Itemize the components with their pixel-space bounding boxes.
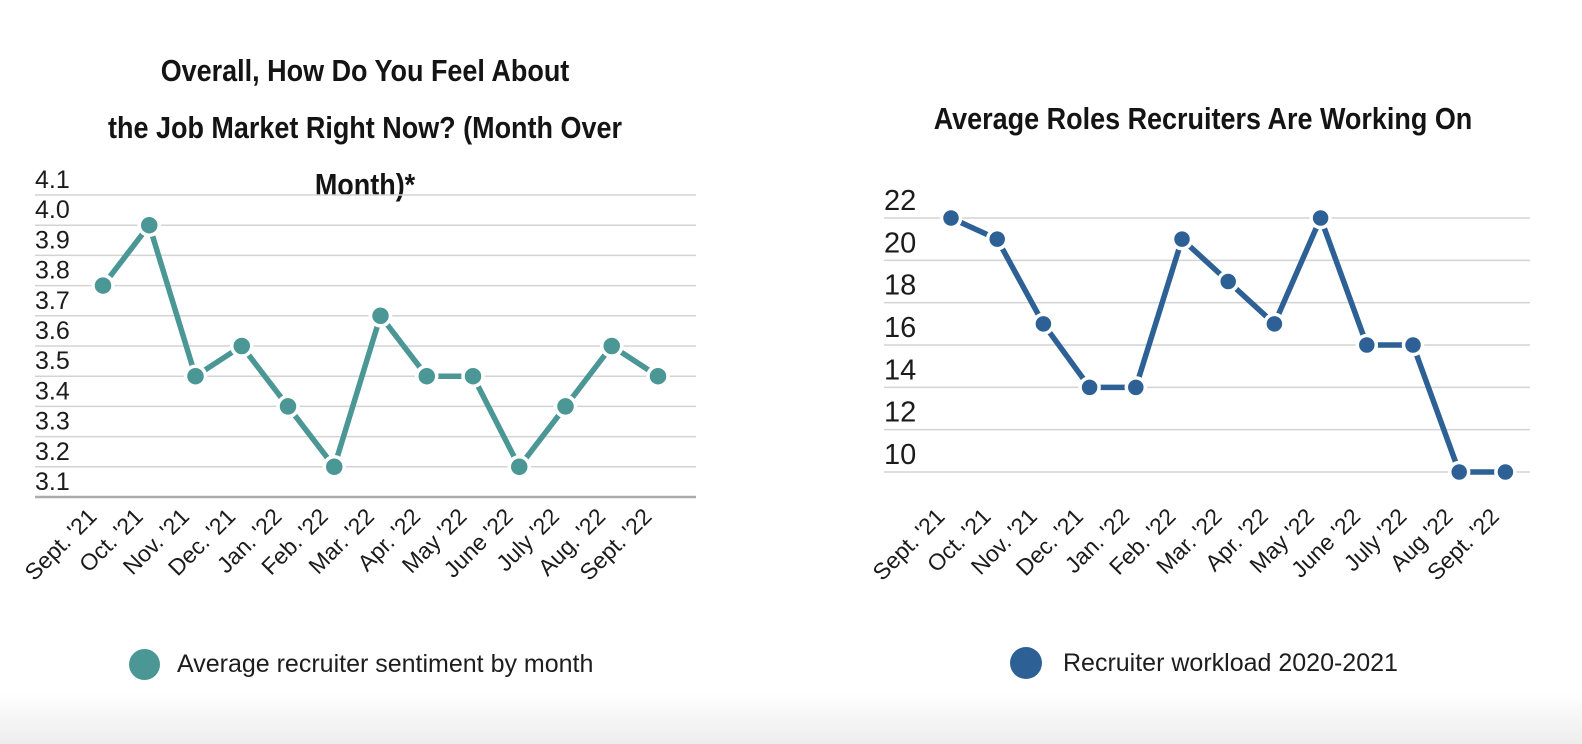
data-point bbox=[415, 364, 439, 388]
data-point bbox=[1447, 460, 1471, 484]
y-tick-label: 3.7 bbox=[35, 287, 70, 315]
y-tick-label: 3.3 bbox=[35, 408, 70, 436]
data-point bbox=[646, 364, 670, 388]
y-tick-label: 14 bbox=[884, 354, 916, 386]
y-tick-label: 18 bbox=[884, 270, 916, 302]
y-tick-label: 3.5 bbox=[35, 347, 70, 375]
data-point bbox=[600, 334, 624, 358]
data-point bbox=[1401, 333, 1425, 357]
y-tick-label: 4.1 bbox=[35, 166, 70, 194]
data-point bbox=[1078, 376, 1101, 399]
data-point bbox=[137, 213, 161, 237]
data-point bbox=[1263, 312, 1286, 336]
data-point bbox=[1355, 333, 1379, 357]
sentiment-legend: Average recruiter sentiment by month bbox=[129, 648, 593, 680]
data-point bbox=[1170, 227, 1194, 251]
data-point bbox=[368, 304, 393, 328]
sentiment-title-line-2: the Job Market Right Now? (Month Over Mo… bbox=[108, 110, 622, 202]
y-tick-label: 22 bbox=[884, 185, 916, 217]
data-point bbox=[183, 364, 208, 388]
y-tick-label: 3.9 bbox=[35, 226, 70, 254]
data-point bbox=[276, 394, 300, 419]
workload-legend-label: Recruiter workload 2020-2021 bbox=[1063, 649, 1398, 677]
y-tick-label: 4.0 bbox=[35, 196, 70, 224]
data-point bbox=[507, 455, 531, 479]
y-tick-label: 3.8 bbox=[35, 257, 70, 285]
y-tick-label: 20 bbox=[884, 227, 916, 259]
data-point bbox=[1124, 376, 1148, 399]
y-tick-label: 12 bbox=[884, 397, 916, 429]
data-point bbox=[91, 273, 115, 298]
workload-legend-marker bbox=[1010, 647, 1042, 679]
data-point bbox=[1494, 460, 1517, 484]
data-point bbox=[939, 206, 963, 230]
workload-chart-title: Average Roles Recruiters Are Working On bbox=[933, 101, 1473, 136]
data-point bbox=[1216, 270, 1240, 293]
y-tick-label: 16 bbox=[884, 312, 916, 344]
data-point bbox=[1309, 206, 1332, 230]
data-point bbox=[322, 455, 346, 479]
sentiment-title-line-1: Overall, How Do You Feel About bbox=[160, 53, 570, 88]
sentiment-legend-marker bbox=[129, 648, 160, 680]
sentiment-legend-label: Average recruiter sentiment by month bbox=[177, 650, 594, 678]
data-point bbox=[230, 334, 254, 358]
y-tick-label: 3.2 bbox=[35, 438, 70, 466]
sentiment-chart-title: Overall, How Do You Feel About the Job M… bbox=[56, 42, 674, 213]
y-tick-label: 3.6 bbox=[35, 317, 70, 345]
y-tick-label: 3.4 bbox=[35, 377, 70, 405]
data-point bbox=[461, 364, 485, 388]
workload-legend: Recruiter workload 2020-2021 bbox=[1010, 647, 1398, 679]
data-point bbox=[985, 227, 1009, 251]
y-tick-label: 3.1 bbox=[35, 468, 70, 496]
data-point bbox=[553, 394, 578, 419]
bottom-fade bbox=[0, 692, 1582, 744]
y-tick-label: 10 bbox=[884, 439, 916, 471]
data-point bbox=[1032, 312, 1055, 336]
